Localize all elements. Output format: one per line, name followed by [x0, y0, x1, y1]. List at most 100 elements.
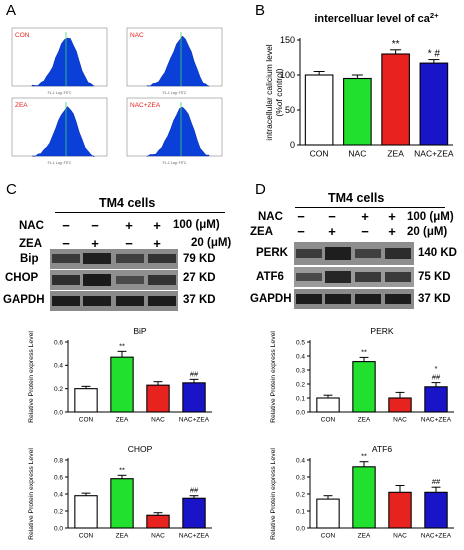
panel-c-nac-label: NAC [19, 220, 44, 232]
panel-d-nac-label: NAC [258, 211, 283, 223]
y-tick-label: 0.6 [54, 339, 63, 346]
chart-title: CHOP [128, 444, 153, 454]
significance-marker: * [435, 364, 438, 373]
c-zea-sign-2: + [91, 236, 99, 251]
histogram-title: ZEA [15, 102, 28, 109]
category-label: NAC+ZEA [414, 149, 454, 159]
c-nac-sign-3: + [125, 218, 133, 233]
d-blot-strip-atf6 [294, 267, 414, 287]
d-zea-sign-4: + [388, 224, 396, 239]
c-blot-strip-chop [50, 270, 178, 290]
significance-marker: ** [392, 39, 400, 50]
histogram-area [146, 35, 210, 88]
d-nac-dose: 100 (μM) [407, 211, 454, 223]
chart-title: ATF6 [372, 444, 392, 454]
c-blot-label-bip: Bip [20, 253, 39, 265]
bar [182, 382, 206, 413]
d-nac-sign-1: − [297, 209, 305, 224]
y-tick-label: 0.1 [296, 508, 305, 515]
bar [316, 397, 340, 413]
d-zea-sign-1: − [297, 224, 305, 239]
panel-c-header-rule [55, 212, 225, 214]
y-tick-label: 0.2 [54, 508, 63, 515]
bar [304, 74, 334, 146]
histogram-axis-label: FL-1 Log: FITC [48, 91, 72, 95]
bar [424, 491, 448, 529]
category-label: NAC [151, 533, 165, 540]
significance-marker: ## [432, 373, 441, 382]
bar [343, 77, 372, 146]
y-tick-label: 0.4 [296, 457, 305, 464]
category-label: ZEA [358, 417, 371, 424]
category-label: ZEA [387, 149, 404, 159]
y-axis-label: Relative Protein express Level [28, 448, 35, 540]
d-blot-label-perk: PERK [256, 247, 288, 259]
category-label: CON [79, 533, 94, 540]
d-blot-label-atf6: ATF6 [256, 271, 284, 283]
bar [146, 384, 170, 413]
bar [381, 53, 410, 146]
perk-chart: PERK Relative Protein express Level 0.0 0.1… [270, 326, 454, 424]
bar [74, 495, 98, 529]
y-tick-label: 0.2 [296, 381, 305, 388]
d-nac-sign-3: + [361, 209, 369, 224]
y-tick-label: 0.2 [296, 491, 305, 498]
histogram-title: NAC [130, 32, 144, 39]
category-label: CON [310, 149, 329, 159]
category-label: CON [321, 417, 336, 424]
y-tick-label: 0.4 [54, 491, 63, 498]
d-kd-perk: 140 KD [418, 247, 457, 259]
bar [182, 497, 206, 529]
c-nac-sign-2: − [91, 218, 99, 233]
category-label: NAC+ZEA [179, 417, 210, 424]
c-zea-sign-3: − [125, 236, 133, 251]
significance-marker: ** [119, 341, 125, 350]
category-label: NAC [348, 149, 366, 159]
bar [419, 62, 449, 146]
y-axis-label: Relative Protein express Level [270, 448, 277, 540]
panel-d-header-rule [295, 207, 445, 209]
panel-b-label: B [255, 2, 266, 19]
bip-chart: BiP Relative Protein express Level 0.0 0.2 0… [28, 326, 212, 424]
category-label: NAC+ZEA [179, 533, 210, 540]
histogram-title: NAC+ZEA [130, 102, 161, 109]
y-tick-label: 0.0 [54, 409, 63, 416]
d-blot-strip-perk [294, 242, 414, 265]
chart-title-superscript: 2+ [430, 11, 439, 20]
d-blot-label-gapdh: GAPDH [250, 293, 292, 305]
significance-marker: ** [361, 452, 367, 461]
y-axis-label: Relative Protein express Level [270, 331, 277, 423]
category-label: NAC [393, 533, 407, 540]
c-nac-dose: 100 (μM) [173, 219, 220, 231]
category-label: ZEA [358, 533, 371, 540]
c-blot-strip-bip [50, 249, 178, 269]
panel-c-header: TM4 cells [99, 196, 156, 210]
y-tick-label: 0.3 [296, 367, 305, 374]
y-tick-label: 100 [280, 70, 295, 80]
category-label: NAC+ZEA [421, 417, 452, 424]
y-tick-label: 0.4 [54, 363, 63, 370]
chart-title: PERK [370, 326, 393, 336]
y-tick-label: 0.4 [296, 353, 305, 360]
y-tick-label: 0.5 [296, 339, 305, 346]
flow-cytometry-histograms: CON FL-1 Log: FITC NAC FL-1 Log: FITC ZEA FL-… [11, 27, 223, 165]
c-zea-sign-4: + [153, 236, 161, 251]
histogram-area [146, 106, 210, 157]
category-label: CON [79, 417, 94, 424]
c-blot-label-chop: CHOP [5, 272, 39, 284]
panel-c-zea-label: ZEA [19, 238, 42, 250]
d-blot-strip-gapdh [294, 289, 414, 309]
category-label: NAC [393, 417, 407, 424]
d-zea-sign-2: + [328, 224, 336, 239]
c-blot-label-gapdh: GAPDH [3, 294, 45, 306]
y-tick-label: 0.0 [296, 525, 305, 532]
bar [110, 478, 134, 529]
y-axis-label: intracellular calicium level [264, 44, 274, 140]
y-tick-label: 0.3 [296, 474, 305, 481]
histogram-axis-label: FL-1 Log: FITC [48, 161, 72, 165]
panel-c-label: C [6, 181, 17, 198]
significance-marker: * # [428, 49, 441, 60]
bar [388, 397, 412, 413]
c-blot-strip-gapdh [50, 291, 178, 311]
category-label: ZEA [116, 533, 129, 540]
